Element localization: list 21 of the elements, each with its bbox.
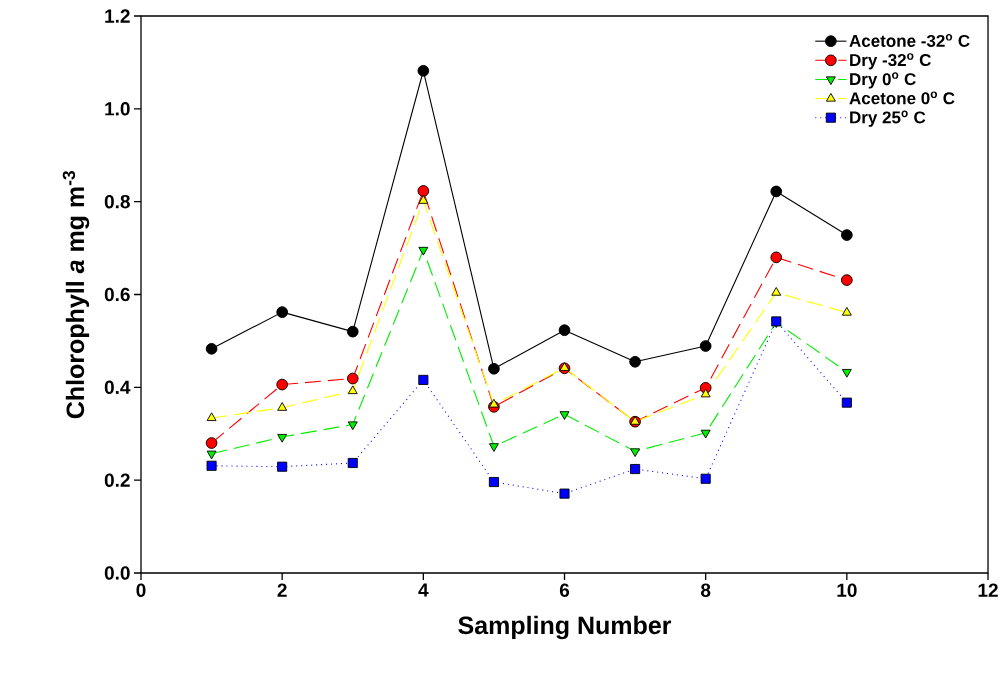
legend-label: Dry 0$^{o}$ C [850,72,916,89]
y-tick-label: 1.2 [105,9,130,23]
y-tick-label: 0.8 [104,194,130,209]
legend-label: Acetone 0$^{o}$ C [849,91,955,105]
legend-label: Acetone -32$^{o}$ C [849,34,970,47]
y-tick-label: 0.4 [104,380,131,395]
x-tick-label: 0 [136,583,146,597]
x-tick-label: 8 [701,583,711,597]
x-tick-label: 10 [837,583,857,597]
x-axis-title: Sampling Number [458,615,672,640]
y-tick-label: 0.6 [104,287,130,302]
legend-label: Dry 25$^{o}$ C [850,110,926,127]
x-tick-label: 2 [277,583,287,597]
y-tick-label: 0.2 [104,473,130,487]
x-tick-label: 12 [978,583,998,597]
y-tick-label: 0.0 [104,566,130,580]
legend-label: Dry -32$^{o}$ C [850,53,931,70]
y-axis-title: Chlorophyll a mg m$^{-3}$ [62,170,90,419]
x-tick-label: 4 [418,583,429,597]
x-tick-label: 6 [559,583,570,597]
y-tick-label: 1.0 [105,102,130,116]
